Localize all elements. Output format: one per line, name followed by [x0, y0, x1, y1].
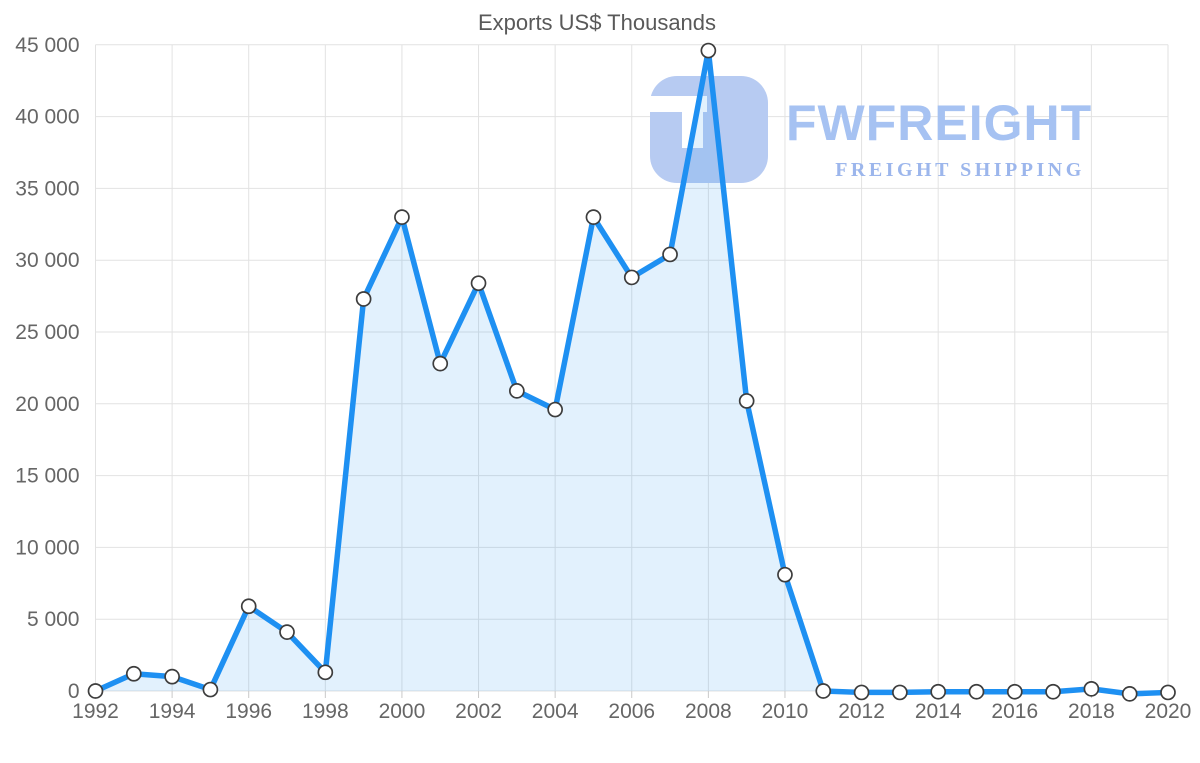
x-axis-label: 2012 [838, 700, 885, 723]
y-axis-label: 15 000 [15, 465, 79, 488]
x-axis-label: 2010 [762, 700, 809, 723]
y-axis-label: 10 000 [15, 536, 79, 559]
data-point-2018[interactable] [1083, 680, 1100, 697]
x-axis-label: 1998 [302, 700, 349, 723]
y-axis-label: 5 000 [27, 608, 80, 631]
data-point-1996[interactable] [240, 598, 257, 615]
watermark-tagline-text: FREIGHT SHIPPING [835, 159, 1085, 181]
data-point-2014[interactable] [930, 683, 947, 700]
data-point-1993[interactable] [125, 665, 142, 682]
data-point-2009[interactable] [738, 393, 755, 409]
data-point-2004[interactable] [547, 401, 563, 418]
data-point-2006[interactable] [623, 269, 640, 286]
data-point-1994[interactable] [164, 668, 180, 685]
series-markers [87, 42, 1176, 702]
data-point-2005[interactable] [585, 209, 602, 225]
data-point-2000[interactable] [394, 209, 410, 225]
area-fill-path [95, 50, 1168, 694]
x-axis-label: 1994 [149, 700, 196, 723]
x-axis-labels: 1992 1994 1996 1998 2000 2002 2004 2006 2008 2010… [72, 700, 1191, 723]
fwfreight-watermark: FWFREIGHT FREIGHT SHIPPING [650, 76, 1092, 183]
y-axis-label: 25 000 [15, 321, 79, 344]
series-area-fill [95, 50, 1168, 694]
x-axis-label: 1992 [72, 700, 119, 723]
x-axis-label: 2008 [685, 700, 732, 723]
y-axis-label: 40 000 [15, 106, 79, 129]
y-axis-label: 30 000 [15, 249, 79, 272]
x-axis-label: 2002 [455, 700, 502, 723]
watermark-brand-text: FWFREIGHT [786, 95, 1092, 151]
data-point-1992[interactable] [87, 683, 104, 699]
data-point-1998[interactable] [317, 664, 334, 681]
data-point-2016[interactable] [1006, 683, 1023, 700]
data-point-2011[interactable] [815, 683, 832, 699]
x-axis-label: 2016 [991, 700, 1038, 723]
data-point-2008[interactable] [700, 42, 717, 59]
data-point-2012[interactable] [853, 684, 870, 701]
data-point-2007[interactable] [662, 246, 678, 263]
x-axis-label: 2020 [1145, 700, 1192, 723]
data-point-2013[interactable] [892, 684, 908, 701]
gridlines [95, 44, 1169, 692]
data-point-2017[interactable] [1045, 683, 1061, 700]
x-axis-label: 2014 [915, 700, 962, 723]
data-point-2015[interactable] [968, 683, 985, 700]
x-axis-label: 2018 [1068, 700, 1115, 723]
data-point-1999[interactable] [355, 291, 372, 307]
data-point-2010[interactable] [777, 566, 793, 583]
data-point-2020[interactable] [1160, 684, 1176, 701]
y-axis-label: 0 [68, 680, 80, 703]
x-axis-label: 2004 [532, 700, 579, 723]
y-axis-label: 35 000 [15, 177, 79, 200]
fwfreight-logo-icon [650, 76, 768, 183]
chart-title: Exports US$ Thousands [478, 10, 716, 35]
data-point-1995[interactable] [202, 681, 219, 698]
data-point-2002[interactable] [470, 275, 487, 292]
y-axis-label: 45 000 [15, 34, 79, 57]
x-axis-label: 1996 [225, 700, 272, 723]
y-axis-labels: 0 5 000 10 000 15 000 20 000 25 000 30 000 35 0… [15, 34, 79, 703]
data-point-1997[interactable] [279, 624, 295, 640]
x-axis-label: 2000 [379, 700, 426, 723]
data-point-2001[interactable] [432, 355, 449, 372]
x-axis-label: 2006 [608, 700, 655, 723]
data-point-2019[interactable] [1121, 686, 1138, 702]
data-point-2003[interactable] [508, 383, 525, 399]
y-axis-label: 20 000 [15, 393, 79, 416]
